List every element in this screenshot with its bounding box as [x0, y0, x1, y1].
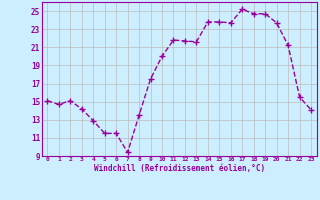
X-axis label: Windchill (Refroidissement éolien,°C): Windchill (Refroidissement éolien,°C) [94, 164, 265, 173]
